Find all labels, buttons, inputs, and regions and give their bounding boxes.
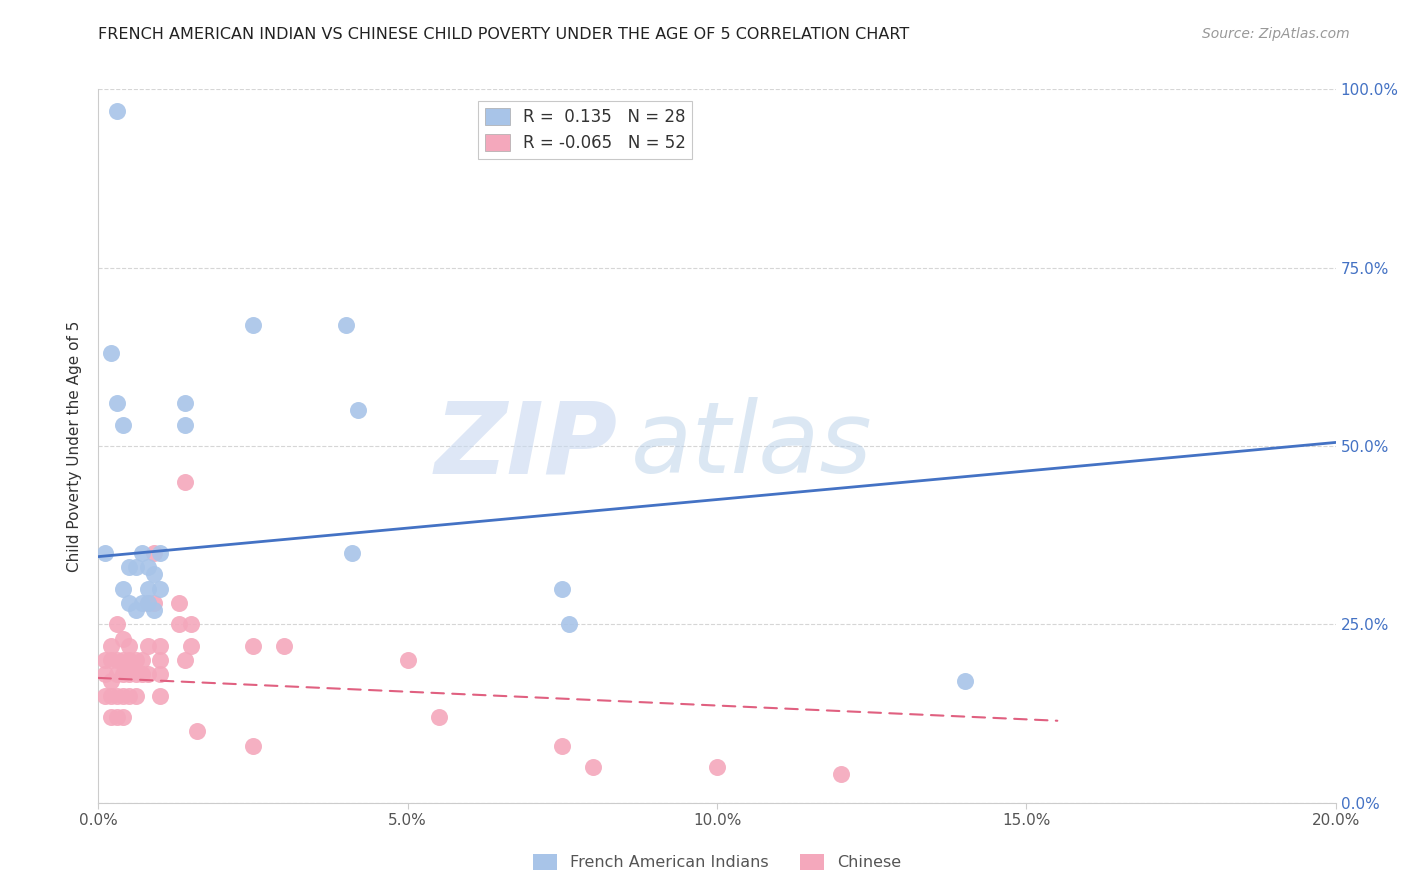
Point [124,689,146,703]
Point [149,667,172,681]
Point [582,760,605,774]
Point [335,318,357,332]
Point [105,653,128,667]
Point [557,617,579,632]
Point [131,653,153,667]
Y-axis label: Child Poverty Under the Age of 5: Child Poverty Under the Age of 5 [67,320,83,572]
Point [131,546,153,560]
Point [143,603,166,617]
Point [551,739,574,753]
Point [427,710,450,724]
Point [149,653,172,667]
Point [100,346,122,360]
Legend: French American Indians, Chinese: French American Indians, Chinese [527,847,907,877]
Point [347,403,370,417]
Text: FRENCH AMERICAN INDIAN VS CHINESE CHILD POVERTY UNDER THE AGE OF 5 CORRELATION C: FRENCH AMERICAN INDIAN VS CHINESE CHILD … [98,27,910,42]
Point [396,653,419,667]
Point [105,710,128,724]
Point [100,689,122,703]
Point [136,639,159,653]
Point [180,617,202,632]
Point [124,653,146,667]
Point [124,603,146,617]
Point [143,546,166,560]
Point [100,674,122,689]
Text: atlas: atlas [630,398,872,494]
Point [93,689,115,703]
Point [131,596,153,610]
Point [242,639,264,653]
Point [131,667,153,681]
Point [112,710,135,724]
Point [105,396,128,410]
Point [93,653,115,667]
Point [124,667,146,681]
Point [136,596,159,610]
Point [100,653,122,667]
Point [118,560,141,574]
Point [830,767,852,781]
Point [174,417,197,432]
Point [112,667,135,681]
Point [112,417,135,432]
Point [100,639,122,653]
Point [174,475,197,489]
Point [242,739,264,753]
Point [112,582,135,596]
Point [149,546,172,560]
Point [180,639,202,653]
Point [953,674,976,689]
Point [149,689,172,703]
Point [174,396,197,410]
Point [100,710,122,724]
Point [340,546,363,560]
Point [136,582,159,596]
Point [551,582,574,596]
Point [186,724,208,739]
Point [118,689,141,703]
Point [118,596,141,610]
Point [136,560,159,574]
Point [167,596,190,610]
Point [105,103,128,118]
Point [143,596,166,610]
Point [136,596,159,610]
Point [105,689,128,703]
Point [242,318,264,332]
Point [174,653,197,667]
Point [105,617,128,632]
Text: ZIP: ZIP [434,398,619,494]
Point [149,582,172,596]
Point [112,689,135,703]
Point [112,632,135,646]
Point [112,653,135,667]
Point [706,760,728,774]
Text: Source: ZipAtlas.com: Source: ZipAtlas.com [1202,27,1350,41]
Point [118,667,141,681]
Point [118,653,141,667]
Point [167,617,190,632]
Point [93,667,115,681]
Point [124,560,146,574]
Point [136,667,159,681]
Point [118,639,141,653]
Point [273,639,295,653]
Point [93,546,115,560]
Point [149,639,172,653]
Point [105,667,128,681]
Point [143,567,166,582]
